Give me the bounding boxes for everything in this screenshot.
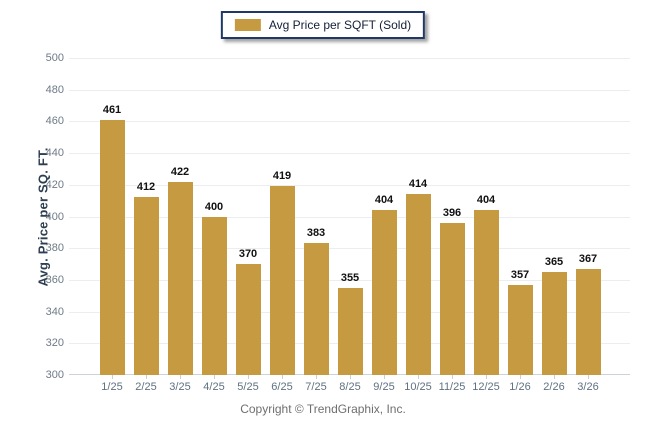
y-tick-label: 300 bbox=[45, 369, 64, 381]
gridline bbox=[69, 279, 630, 281]
x-tick-label: 1/26 bbox=[509, 381, 531, 393]
gridline bbox=[69, 121, 630, 123]
x-tick-mark bbox=[384, 375, 385, 379]
y-tick-label: 420 bbox=[45, 178, 64, 191]
bar-value-label: 365 bbox=[544, 255, 564, 268]
x-tick-mark bbox=[452, 375, 453, 379]
bar-value-label: 370 bbox=[238, 248, 258, 261]
x-tick-mark bbox=[112, 375, 113, 379]
y-tick-label: 320 bbox=[45, 337, 64, 350]
bar-value-label: 414 bbox=[408, 178, 428, 191]
bar-value-label: 396 bbox=[442, 206, 462, 219]
bar-3/25 bbox=[167, 181, 193, 375]
x-tick-mark bbox=[248, 375, 249, 379]
bar-value-label: 419 bbox=[272, 170, 292, 183]
chart-legend: Avg Price per SQFT (Sold) bbox=[220, 11, 426, 39]
x-tick-mark bbox=[282, 375, 283, 379]
bar-2/25 bbox=[133, 197, 159, 375]
y-tick-label: 500 bbox=[45, 52, 64, 64]
x-tick-label: 12/25 bbox=[472, 381, 500, 393]
x-tick-label: 2/26 bbox=[543, 381, 565, 393]
bar-12/25 bbox=[473, 210, 499, 375]
x-tick-mark bbox=[350, 375, 351, 379]
x-tick-label: 9/25 bbox=[373, 381, 395, 393]
copyright-text: Copyright © TrendGraphix, Inc. bbox=[240, 402, 406, 416]
bar-value-label: 383 bbox=[306, 227, 326, 240]
bar-value-label: 461 bbox=[102, 103, 122, 116]
bar-value-label: 404 bbox=[374, 194, 394, 207]
gridline bbox=[69, 89, 630, 91]
bar-11/25 bbox=[439, 222, 465, 375]
bar-value-label: 367 bbox=[578, 252, 598, 265]
x-tick-label: 5/25 bbox=[237, 381, 259, 393]
x-tick-label: 2/25 bbox=[135, 381, 157, 393]
bar-8/25 bbox=[337, 287, 363, 375]
bar-value-label: 400 bbox=[204, 200, 224, 213]
bar-5/25 bbox=[235, 264, 261, 375]
y-tick-label: 360 bbox=[45, 273, 64, 286]
x-tick-label: 8/25 bbox=[339, 381, 361, 393]
x-tick-label: 3/26 bbox=[577, 381, 599, 393]
bar-9/25 bbox=[371, 210, 397, 375]
bar-6/25 bbox=[269, 186, 295, 375]
x-tick-label: 3/25 bbox=[169, 381, 191, 393]
x-tick-label: 6/25 bbox=[271, 381, 293, 393]
bar-value-label: 357 bbox=[510, 268, 530, 281]
x-tick-label: 4/25 bbox=[203, 381, 225, 393]
x-tick-label: 1/25 bbox=[101, 381, 123, 393]
x-tick-label: 11/25 bbox=[438, 381, 466, 393]
bar-value-label: 404 bbox=[476, 194, 496, 207]
x-tick-mark bbox=[214, 375, 215, 379]
bar-1/25 bbox=[99, 119, 125, 375]
x-tick-mark bbox=[554, 375, 555, 379]
x-tick-label: 10/25 bbox=[404, 381, 432, 393]
gridline bbox=[69, 153, 630, 155]
gridline bbox=[69, 248, 630, 250]
x-tick-mark bbox=[180, 375, 181, 379]
x-tick-label: 7/25 bbox=[305, 381, 327, 393]
bar-2/26 bbox=[541, 271, 567, 375]
bar-10/25 bbox=[405, 194, 431, 375]
bar-7/25 bbox=[303, 243, 329, 375]
y-tick-label: 400 bbox=[45, 210, 64, 223]
bar-value-label: 355 bbox=[340, 271, 360, 284]
bar-1/26 bbox=[507, 284, 533, 375]
y-tick-label: 460 bbox=[45, 115, 64, 128]
bar-value-label: 412 bbox=[136, 181, 156, 194]
y-tick-label: 480 bbox=[45, 83, 64, 96]
legend-label: Avg Price per SQFT (Sold) bbox=[268, 18, 412, 32]
plot-area: 461 412 422 400 370 419 383 355 404 414 396 404 357 3… bbox=[69, 58, 630, 375]
bar-3/26 bbox=[575, 268, 601, 375]
y-tick-label: 380 bbox=[45, 242, 64, 255]
x-tick-mark bbox=[316, 375, 317, 379]
y-tick-label: 340 bbox=[45, 305, 64, 318]
bar-value-label: 422 bbox=[170, 165, 190, 178]
x-tick-mark bbox=[418, 375, 419, 379]
gridline bbox=[69, 216, 630, 218]
x-tick-mark bbox=[486, 375, 487, 379]
bar-4/25 bbox=[201, 216, 227, 375]
y-tick-label: 440 bbox=[45, 147, 64, 160]
gridline bbox=[69, 184, 630, 186]
x-tick-mark bbox=[146, 375, 147, 379]
legend-swatch-icon bbox=[234, 19, 261, 31]
y-axis-tick-labels: 300 320 340 360 380 400 420 440 460 480 500 bbox=[0, 52, 64, 381]
x-tick-mark bbox=[520, 375, 521, 379]
x-tick-mark bbox=[588, 375, 589, 379]
gridline bbox=[69, 58, 630, 59]
